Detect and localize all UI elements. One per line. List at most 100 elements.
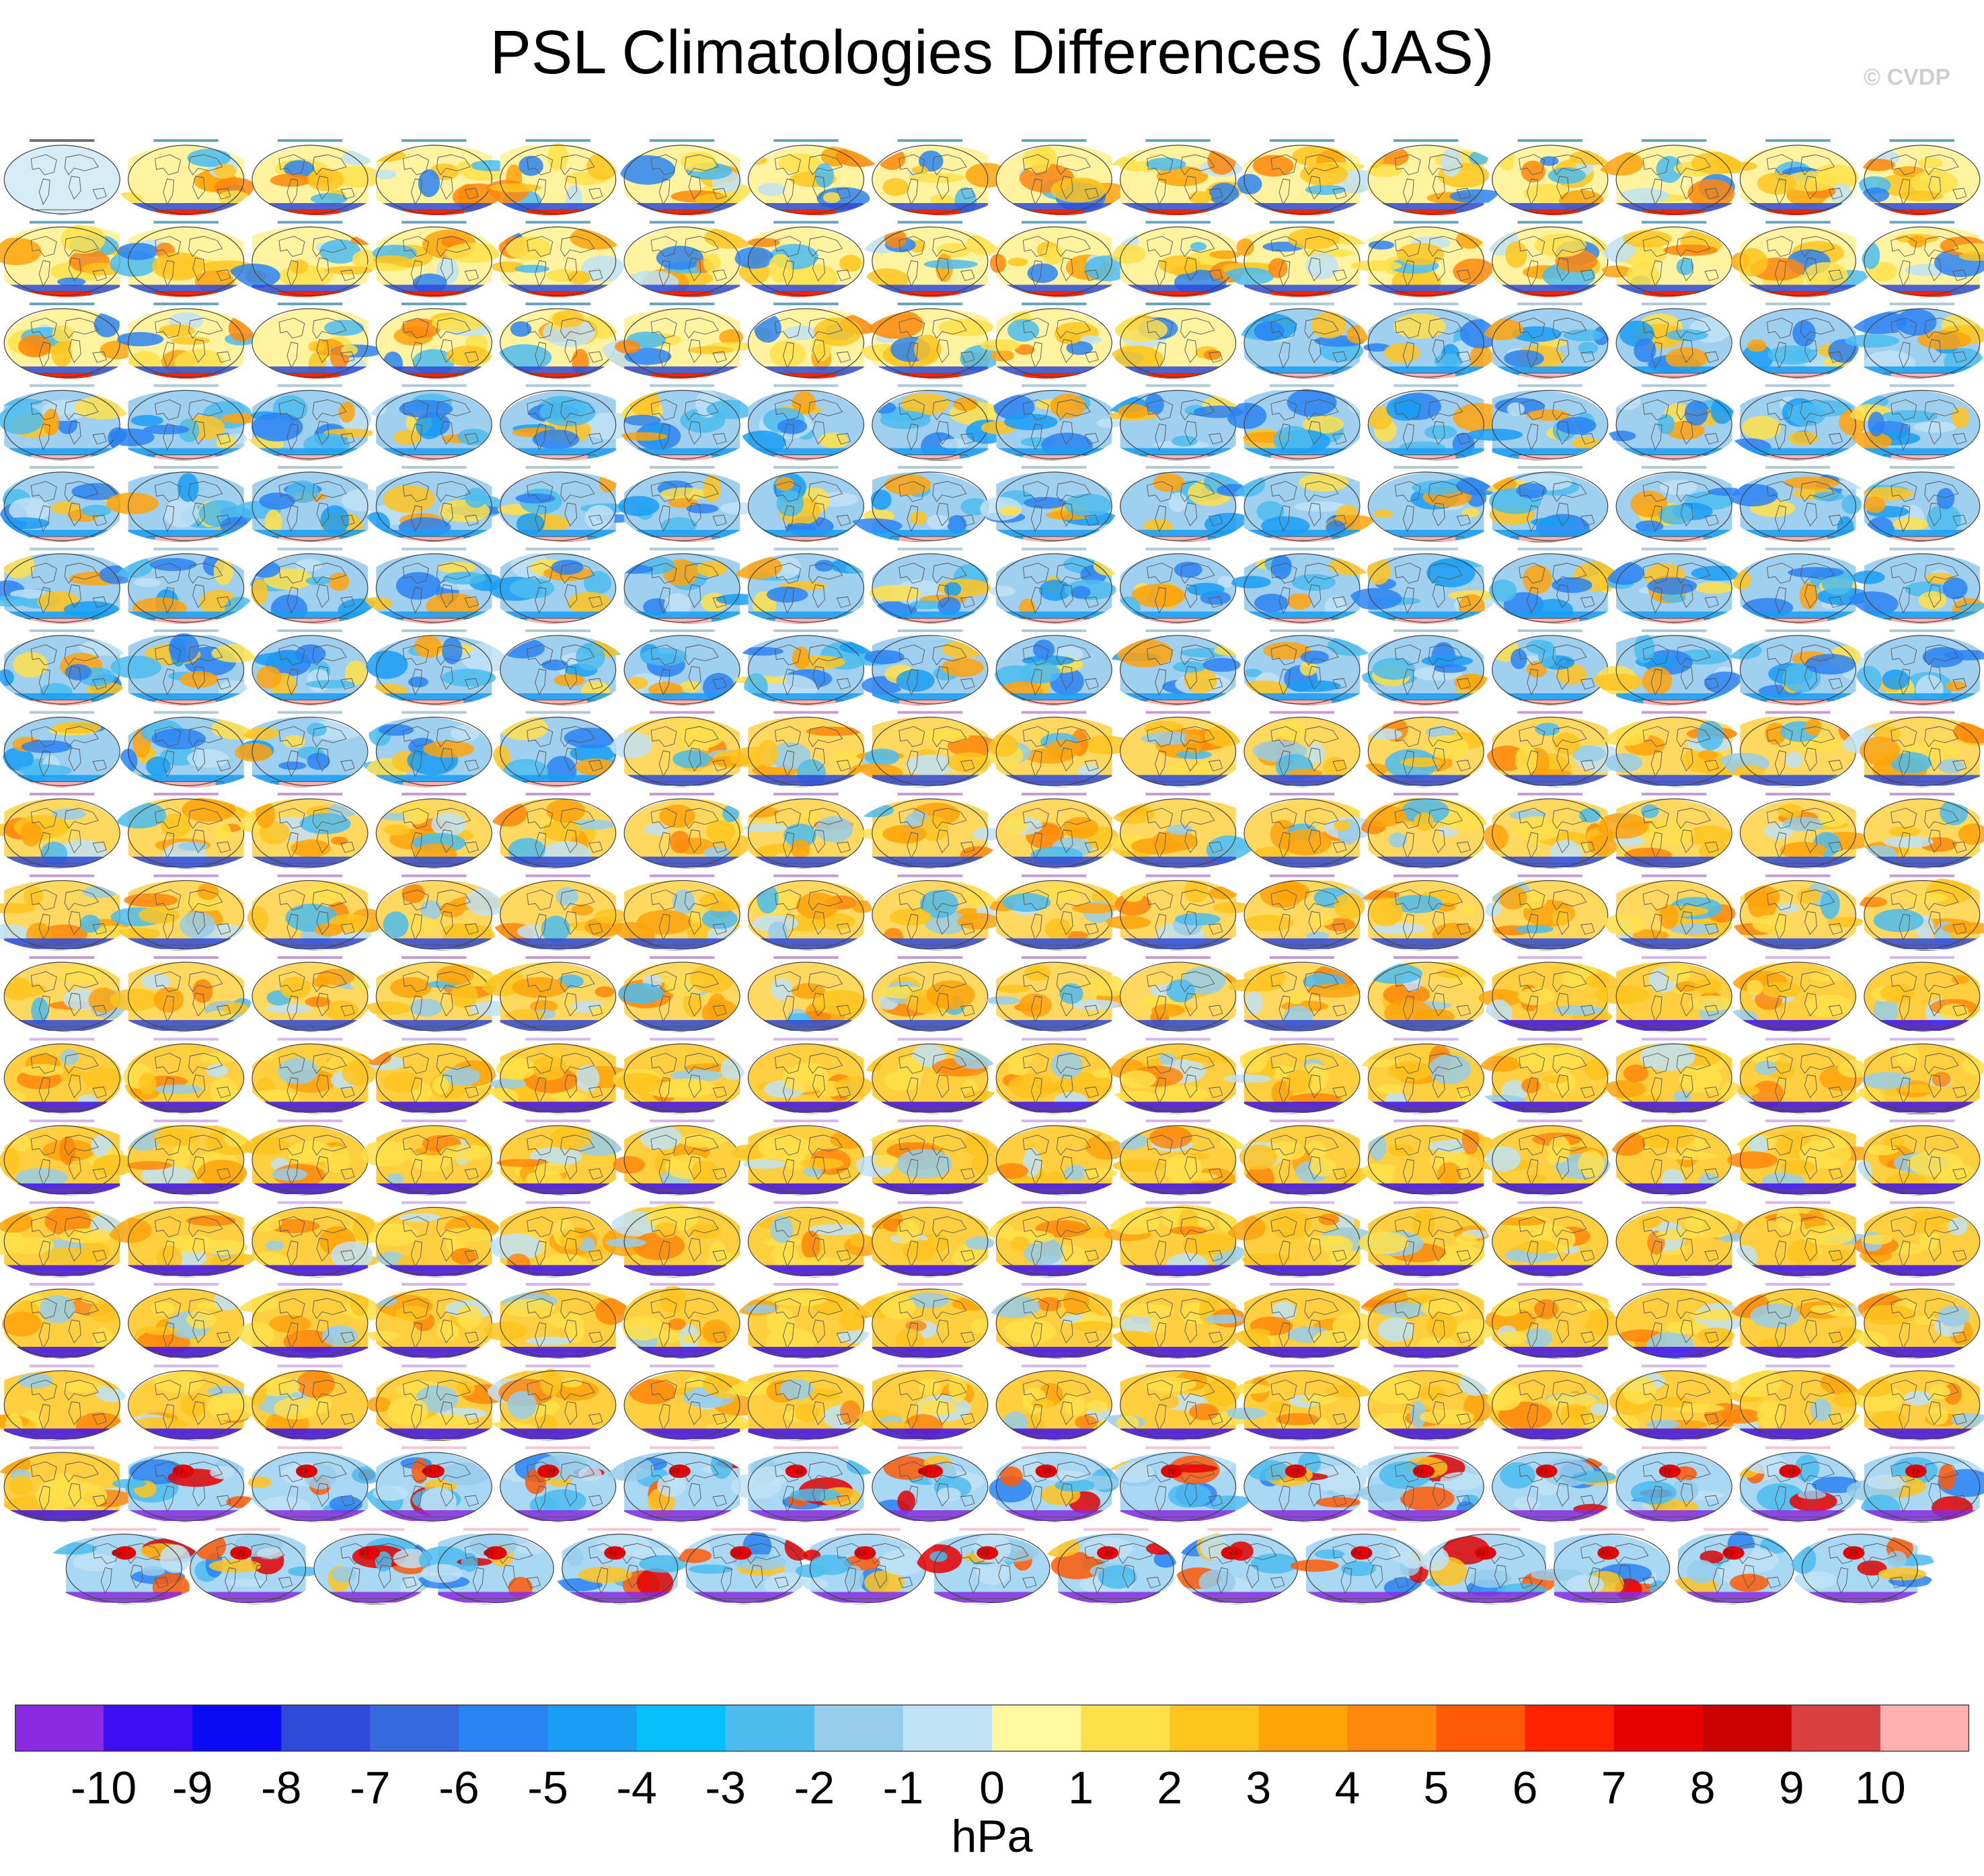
panel-label-mark (153, 711, 219, 714)
panel-label-mark (30, 139, 95, 142)
map-panel (0, 221, 145, 297)
map-field (1355, 1285, 1497, 1360)
map-panel (1484, 1283, 1630, 1359)
panel-label-mark (30, 1120, 95, 1122)
panel-label-mark (897, 1038, 962, 1041)
map-panel (367, 384, 492, 461)
panel-label-mark (1083, 1528, 1149, 1531)
map-panel (617, 956, 740, 1032)
panel-label-mark (1394, 1283, 1459, 1286)
panel-label-mark (1269, 139, 1335, 142)
panel-label-mark (402, 466, 467, 469)
map-panel (1731, 547, 1872, 624)
map-field (1365, 145, 1504, 215)
map-panel (110, 874, 249, 951)
panel-label-mark (1765, 1038, 1831, 1041)
map-field (1226, 388, 1365, 461)
colorbar-swatch (281, 1705, 371, 1752)
panel-label-mark (773, 466, 839, 469)
panel-label-mark (649, 874, 715, 877)
colorbar-tick-label: 8 (1689, 1762, 1716, 1813)
map-panel (1361, 711, 1487, 787)
panel-label-mark (1889, 1038, 1954, 1041)
map-panel (1348, 547, 1501, 624)
panel-label-mark (1765, 956, 1831, 959)
panel-label-mark (30, 384, 95, 387)
map-field (1599, 717, 1755, 787)
panel-label-mark (1269, 466, 1335, 469)
panel-label-mark (30, 547, 95, 551)
map-field (250, 553, 383, 624)
map-panel (1119, 711, 1244, 787)
map-field (989, 553, 1122, 624)
panel-label-mark (1765, 303, 1831, 305)
map-panel (676, 1528, 812, 1604)
map-panel (252, 139, 383, 215)
map-field (915, 1534, 1050, 1604)
map-field (252, 962, 373, 1032)
map-panel (747, 303, 882, 379)
map-panel (1492, 1201, 1609, 1278)
panel-label-mark (30, 1038, 95, 1041)
map-field (376, 880, 508, 951)
colorbar-tick-label: 9 (1778, 1762, 1804, 1813)
map-panel (3, 303, 135, 379)
map-panel (112, 1446, 256, 1522)
panel-label-mark (1145, 384, 1211, 387)
map-field (360, 553, 504, 624)
map-field (1857, 877, 1984, 951)
panel-label-mark (277, 466, 343, 469)
panel-label-mark (773, 711, 839, 714)
map-panel (415, 1528, 554, 1604)
colorbar-swatch (192, 1705, 282, 1752)
colorbar-swatch (1791, 1705, 1881, 1752)
panel-label-mark (897, 629, 962, 632)
map-panel (1727, 1120, 1881, 1196)
map-field (1790, 1534, 1936, 1604)
map-field (1727, 390, 1867, 461)
map-panel (363, 466, 505, 542)
map-panel (480, 956, 617, 1032)
panel-label-mark (1394, 221, 1459, 224)
map-panel (729, 547, 872, 624)
panel-label-mark (649, 793, 715, 795)
map-panel (745, 874, 874, 951)
map-panel (729, 711, 873, 787)
map-field (415, 1533, 554, 1604)
panel-label-mark (773, 1364, 839, 1368)
map-panel (1225, 956, 1361, 1032)
map-panel (720, 1364, 877, 1441)
map-panel (364, 1446, 492, 1522)
panel-label-mark (153, 1120, 219, 1122)
map-field (490, 880, 628, 951)
colorbar-tick-label: -7 (350, 1762, 391, 1813)
map-panel (0, 466, 124, 542)
map-panel (747, 466, 865, 542)
map-panel (623, 629, 740, 705)
map-field (1608, 1452, 1732, 1522)
map-panel (1850, 1364, 1984, 1441)
map-field (0, 635, 133, 705)
panel-label-mark (1641, 303, 1707, 305)
map-panel (1366, 956, 1490, 1033)
map-panel (252, 303, 383, 379)
panel-label-mark (277, 629, 343, 632)
map-field (1727, 1126, 1881, 1196)
map-panel (1104, 874, 1250, 951)
map-panel (734, 221, 865, 297)
map-field (1858, 472, 1980, 542)
map-panel (872, 874, 1003, 951)
map-panel (110, 956, 253, 1032)
map-field (618, 388, 757, 461)
map-field (235, 472, 386, 542)
panel-label-mark (1145, 139, 1211, 142)
map-panel (613, 1038, 746, 1114)
map-field (1110, 227, 1249, 297)
panel-label-mark (1517, 1038, 1582, 1041)
map-field (1856, 1126, 1980, 1196)
map-panel (252, 956, 373, 1032)
map-field (365, 1289, 497, 1359)
map-panel (621, 1283, 740, 1360)
panel-label-mark (525, 547, 590, 551)
map-field (1734, 1452, 1862, 1522)
